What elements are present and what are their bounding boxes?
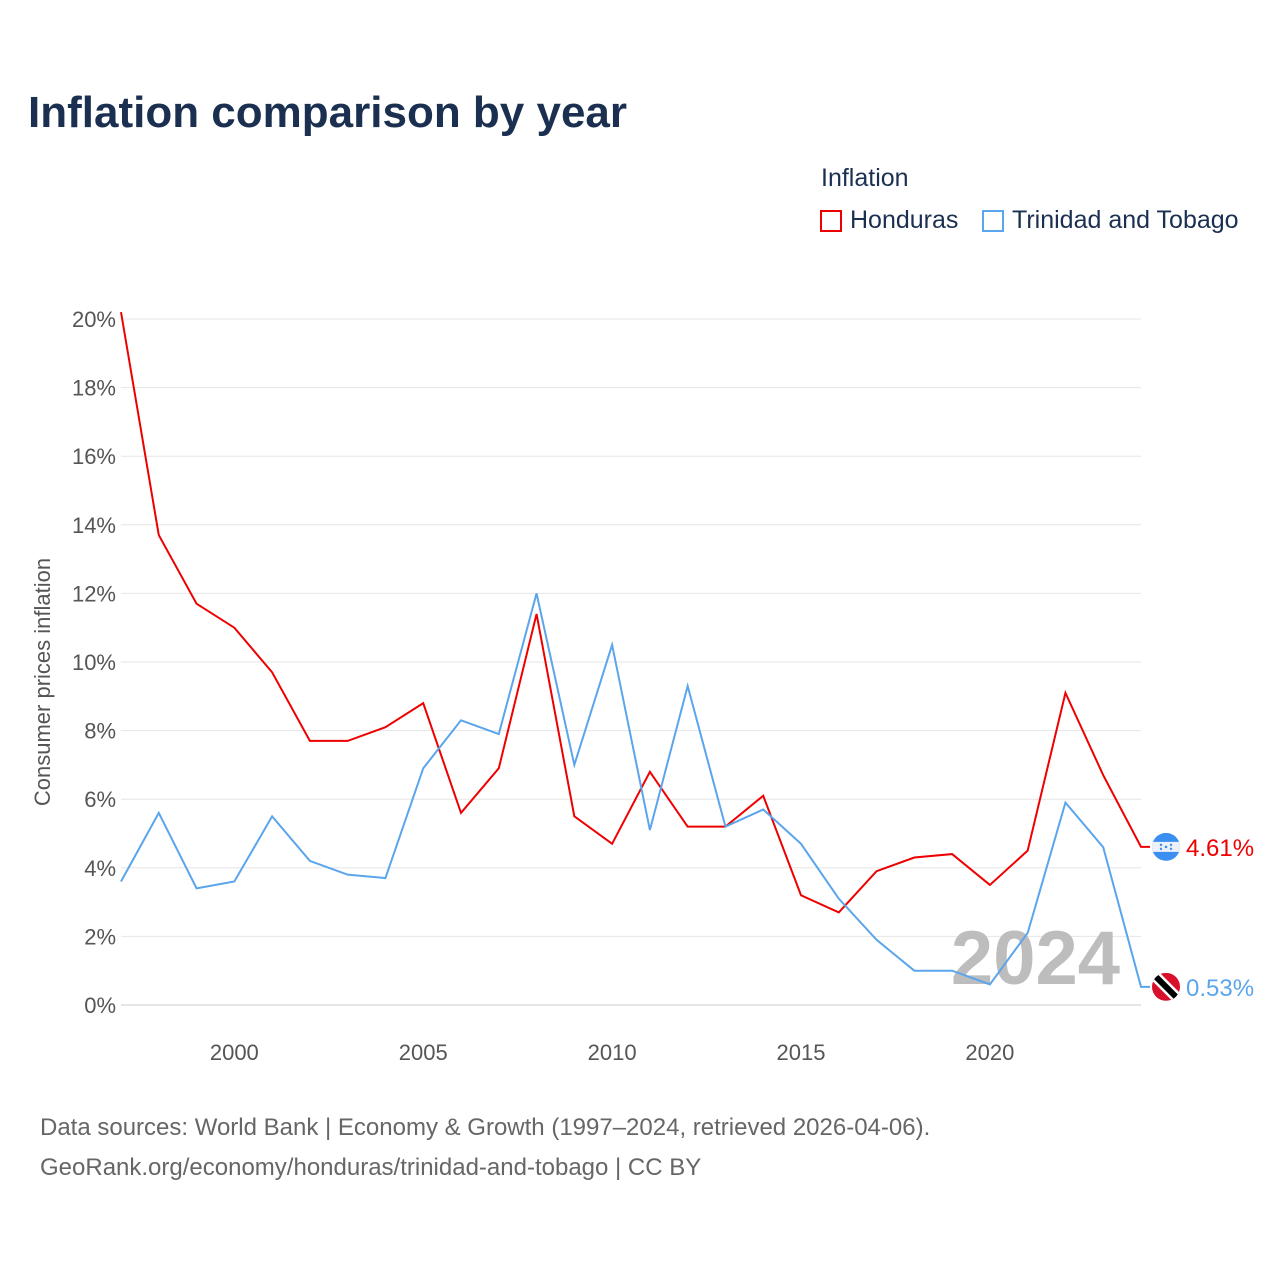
y-tick-label: 10% xyxy=(72,650,116,675)
legend-title: Inflation xyxy=(821,164,909,192)
legend-item-honduras[interactable]: Honduras xyxy=(820,206,958,235)
legend-item-trinidad[interactable]: Trinidad and Tobago xyxy=(982,206,1239,235)
trinidad-flag-icon xyxy=(1152,972,1180,1001)
series-line-honduras xyxy=(120,311,1150,914)
honduras-flag-icon xyxy=(1152,832,1180,861)
y-tick-label: 18% xyxy=(72,376,116,401)
y-tick-label: 0% xyxy=(84,993,116,1018)
y-tick-label: 4% xyxy=(84,856,116,881)
x-tick-label: 2005 xyxy=(399,1040,448,1065)
chart-title: Inflation comparison by year xyxy=(28,88,628,137)
x-tick-label: 2020 xyxy=(965,1040,1014,1065)
end-value-label-trinidad: 0.53% xyxy=(1186,975,1254,1002)
y-tick-label: 6% xyxy=(84,787,116,812)
y-tick-label: 2% xyxy=(84,924,116,949)
source-line-2: GeoRank.org/economy/honduras/trinidad-an… xyxy=(40,1154,702,1181)
y-tick-label: 14% xyxy=(72,513,116,538)
y-tick-label: 12% xyxy=(72,581,116,606)
x-tick-label: 2015 xyxy=(777,1040,826,1065)
legend-swatch-trinidad xyxy=(982,209,1004,232)
source-note: Data sources: World Bank | Economy & Gro… xyxy=(40,1108,930,1188)
y-tick-label: 16% xyxy=(72,444,116,469)
legend-label: Honduras xyxy=(850,206,959,234)
x-tick-label: 2010 xyxy=(588,1040,637,1065)
y-tick-label: 8% xyxy=(84,719,116,744)
series-line-trinidad xyxy=(120,593,1150,988)
legend-swatch-honduras xyxy=(820,209,842,232)
source-line-1: Data sources: World Bank | Economy & Gro… xyxy=(40,1114,931,1141)
year-watermark: 2024 xyxy=(951,916,1120,1001)
legend-label: Trinidad and Tobago xyxy=(1012,206,1239,234)
end-value-label-honduras: 4.61% xyxy=(1186,835,1254,862)
x-tick-label: 2000 xyxy=(210,1040,259,1065)
y-axis-label: Consumer prices inflation xyxy=(30,558,55,806)
y-tick-label: 20% xyxy=(72,307,116,332)
